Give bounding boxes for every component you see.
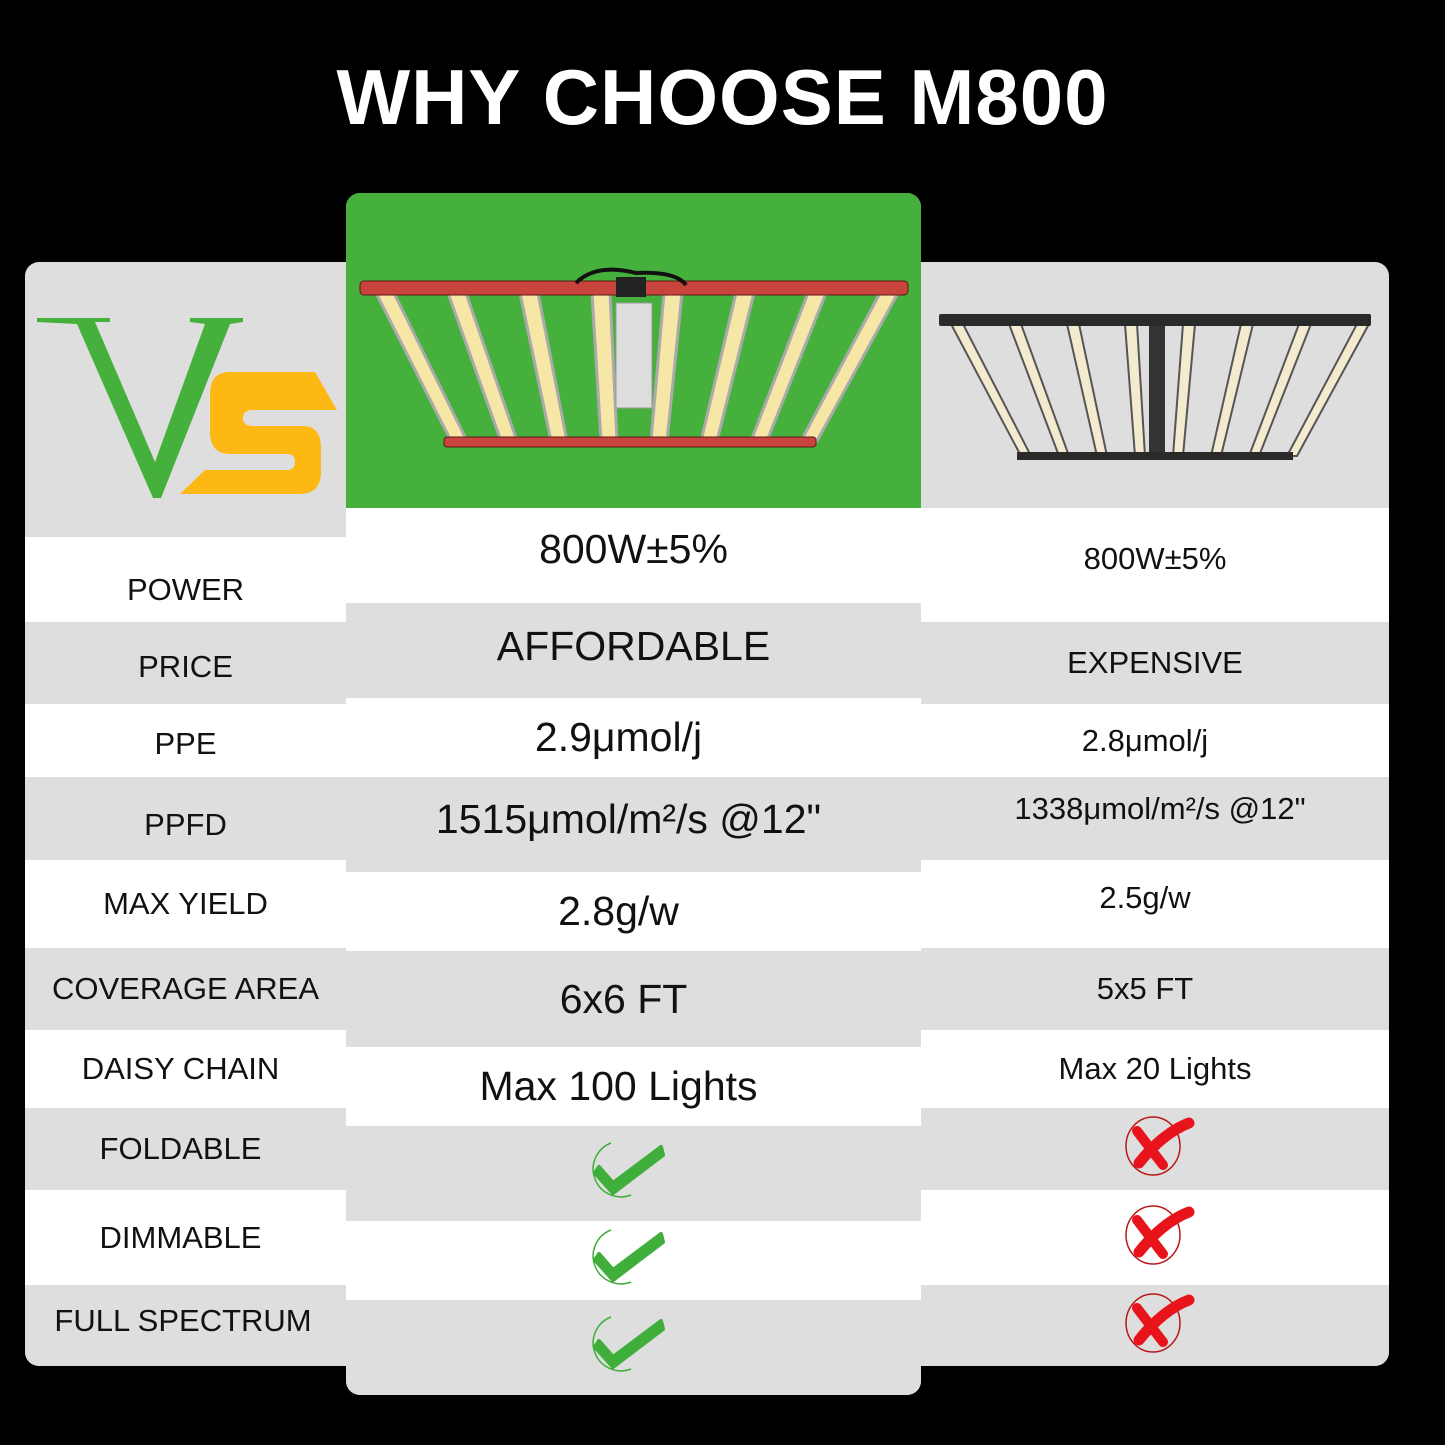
m800-full-spectrum [346,1300,921,1395]
competitor-dimmable [921,1190,1389,1285]
m800-product-image [346,193,921,508]
m800-ppfd: 1515μmol/m²/s @12" [346,777,921,872]
row-label-foldable: FOLDABLE [25,1108,346,1190]
check-icon [589,1224,669,1298]
competitor-daisy-chain: Max 20 Lights [921,1030,1389,1108]
m800-price: AFFORDABLE [346,603,921,698]
light-bar [1065,323,1109,457]
m800-column: 800W±5% AFFORDABLE 2.9μmol/j 1515μmol/m²… [346,193,921,1395]
row-label-coverage-area: COVERAGE AREA [25,948,346,1030]
light-bar [649,291,684,443]
light-bar [373,291,470,443]
row-label-max-yield: MAX YIELD [25,860,346,948]
check-icon [589,1137,669,1211]
m800-foldable [346,1126,921,1221]
vs-logo [25,262,346,537]
m800-ppe: 2.9μmol/j [346,698,921,777]
m800-dimmable [346,1221,921,1300]
competitor-product-image [921,262,1389,508]
m800-coverage-area: 6x6 FT [346,951,921,1047]
light-bar [590,291,619,443]
competitor-ppfd: 1338μmol/m²/s @12" [921,777,1389,860]
row-label-ppfd: PPFD [25,777,346,860]
row-label-ppe: PPE [25,704,346,777]
m800-power: 800W±5% [346,508,921,603]
competitor-coverage-area: 5x5 FT [921,948,1389,1030]
m800-daisy-chain: Max 100 Lights [346,1047,921,1126]
m800-max-yield: 2.8g/w [346,872,921,951]
light-bar [1171,323,1197,457]
row-label-full-spectrum: FULL SPECTRUM [25,1285,346,1366]
check-icon [589,1311,669,1385]
cross-icon [1123,1113,1197,1185]
row-label-dimmable: DIMMABLE [25,1190,346,1285]
competitor-column: 800W±5% EXPENSIVE 2.8μmol/j 1338μmol/m²/… [921,262,1389,1366]
page-title: WHY CHOOSE M800 [336,53,1109,141]
light-bar [445,291,520,443]
competitor-full-spectrum [921,1285,1389,1366]
light-bar [699,291,756,443]
competitor-price: EXPENSIVE [921,622,1389,704]
competitor-foldable [921,1108,1389,1190]
cross-icon [1123,1202,1197,1274]
light-bar [518,291,569,443]
row-label-price: PRICE [25,622,346,704]
competitor-max-yield: 2.5g/w [921,860,1389,948]
light-bar [1123,323,1147,457]
light-bar [1209,323,1255,457]
competitor-power: 800W±5% [921,508,1389,622]
feature-label-column: POWER PRICE PPE PPFD MAX YIELD COVERAGE … [25,262,346,1366]
row-label-power: POWER [25,537,346,622]
competitor-ppe: 2.8μmol/j [921,704,1389,777]
row-label-daisy-chain: DAISY CHAIN [25,1030,346,1108]
cross-icon [1123,1290,1197,1362]
